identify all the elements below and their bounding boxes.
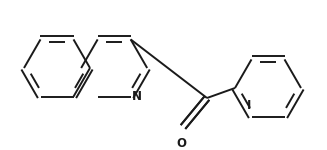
Text: N: N bbox=[132, 90, 142, 103]
Text: I: I bbox=[247, 99, 252, 112]
Text: O: O bbox=[176, 137, 186, 150]
